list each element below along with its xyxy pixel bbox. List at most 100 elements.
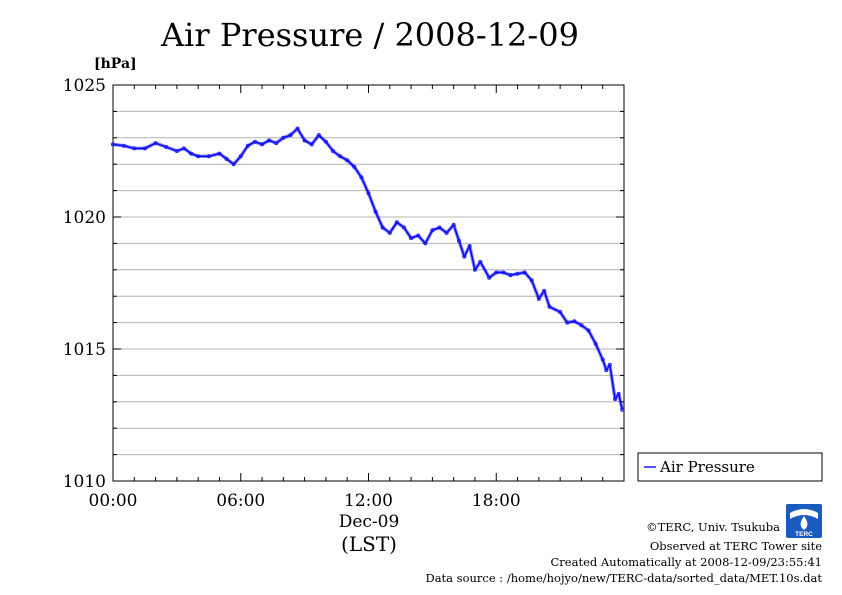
data-point <box>189 151 194 156</box>
data-point <box>274 141 279 146</box>
data-point <box>252 139 257 144</box>
legend: Air Pressure <box>637 452 823 482</box>
x-axis-date-label: Dec-09 <box>339 512 400 532</box>
data-point <box>352 164 357 169</box>
data-point <box>394 220 399 225</box>
data-point <box>472 267 477 272</box>
data-point <box>437 225 442 230</box>
x-tick-label: 12:00 <box>344 491 393 511</box>
data-point <box>572 319 577 324</box>
data-point <box>387 230 392 235</box>
data-point <box>345 158 350 163</box>
data-point <box>529 278 534 283</box>
x-ticks: 00:00 06:00 12:00 18:00 <box>89 85 625 511</box>
data-point <box>338 154 343 159</box>
legend-label: Air Pressure <box>659 458 755 476</box>
data-point <box>451 222 456 227</box>
data-point <box>359 175 364 180</box>
data-point <box>111 142 116 147</box>
data-point <box>604 368 609 373</box>
terc-logo: TERC <box>786 504 822 538</box>
data-point <box>288 133 293 138</box>
logo-drop-icon <box>800 516 808 530</box>
data-point <box>423 241 428 246</box>
data-point <box>607 362 612 367</box>
data-point <box>501 270 506 275</box>
grid-lines <box>113 110 624 456</box>
data-point <box>331 148 336 153</box>
series-line <box>112 127 623 410</box>
x-axis-title: (LST) <box>341 532 397 556</box>
logo-wave-shape <box>790 509 818 519</box>
data-point <box>444 230 449 235</box>
data-point <box>409 236 414 241</box>
data-point <box>196 154 201 159</box>
data-point <box>373 209 378 214</box>
x-tick-label: 06:00 <box>216 491 265 511</box>
data-source-text: Data source : /home/hojyo/new/TERC-data/… <box>425 571 822 585</box>
data-point <box>281 135 286 140</box>
data-point <box>267 138 272 143</box>
series-layer <box>111 126 625 412</box>
data-point <box>558 310 563 315</box>
data-point <box>536 296 541 301</box>
data-point <box>181 146 186 151</box>
data-point <box>231 162 236 167</box>
data-point <box>494 270 499 275</box>
data-point <box>380 225 385 230</box>
y-tick-label: 1020 <box>63 208 106 228</box>
data-point <box>579 323 584 328</box>
data-point <box>206 154 211 159</box>
data-point <box>309 142 314 147</box>
data-point <box>547 304 552 309</box>
data-point <box>478 259 483 264</box>
data-point <box>121 143 126 148</box>
data-point <box>487 275 492 280</box>
data-point <box>153 141 158 146</box>
y-axis-unit: [hPa] <box>94 56 137 72</box>
data-point <box>620 407 625 412</box>
data-point <box>316 133 321 138</box>
data-point <box>174 148 179 153</box>
data-point <box>600 357 605 362</box>
data-point <box>467 244 472 249</box>
data-point <box>164 145 169 150</box>
data-point <box>613 397 618 402</box>
legend-box <box>637 452 823 482</box>
data-point <box>462 254 467 259</box>
data-point <box>542 288 547 293</box>
copyright-text: ©TERC, Univ. Tsukuba <box>646 520 780 534</box>
y-tick-label: 1015 <box>63 340 106 360</box>
data-point <box>238 154 243 159</box>
data-point <box>366 191 371 196</box>
y-ticks: 1010 1015 1020 1025 <box>63 76 624 492</box>
data-point <box>224 156 229 161</box>
chart-title: Air Pressure / 2008-12-09 <box>160 16 579 54</box>
plot-frame <box>112 84 625 482</box>
series-line-halo <box>111 126 624 412</box>
data-point <box>302 138 307 143</box>
data-point <box>616 391 621 396</box>
data-point <box>295 126 300 131</box>
data-point <box>323 139 328 144</box>
data-point <box>522 270 527 275</box>
y-tick-label: 1010 <box>63 472 106 492</box>
data-point <box>430 228 435 233</box>
data-point <box>508 273 513 278</box>
data-point <box>593 341 598 346</box>
logo-text: TERC <box>795 531 813 538</box>
x-tick-label: 18:00 <box>472 491 521 511</box>
data-point <box>586 328 591 333</box>
data-point <box>401 225 406 230</box>
x-tick-label: 00:00 <box>89 491 138 511</box>
data-point <box>456 238 461 243</box>
data-point <box>142 146 147 151</box>
data-point <box>245 143 250 148</box>
y-tick-label: 1025 <box>63 76 106 96</box>
data-point <box>260 142 265 147</box>
data-point <box>565 320 570 325</box>
created-text: Created Automatically at 2008-12-09/23:5… <box>551 555 823 569</box>
data-point <box>416 233 421 238</box>
data-point <box>132 146 137 151</box>
